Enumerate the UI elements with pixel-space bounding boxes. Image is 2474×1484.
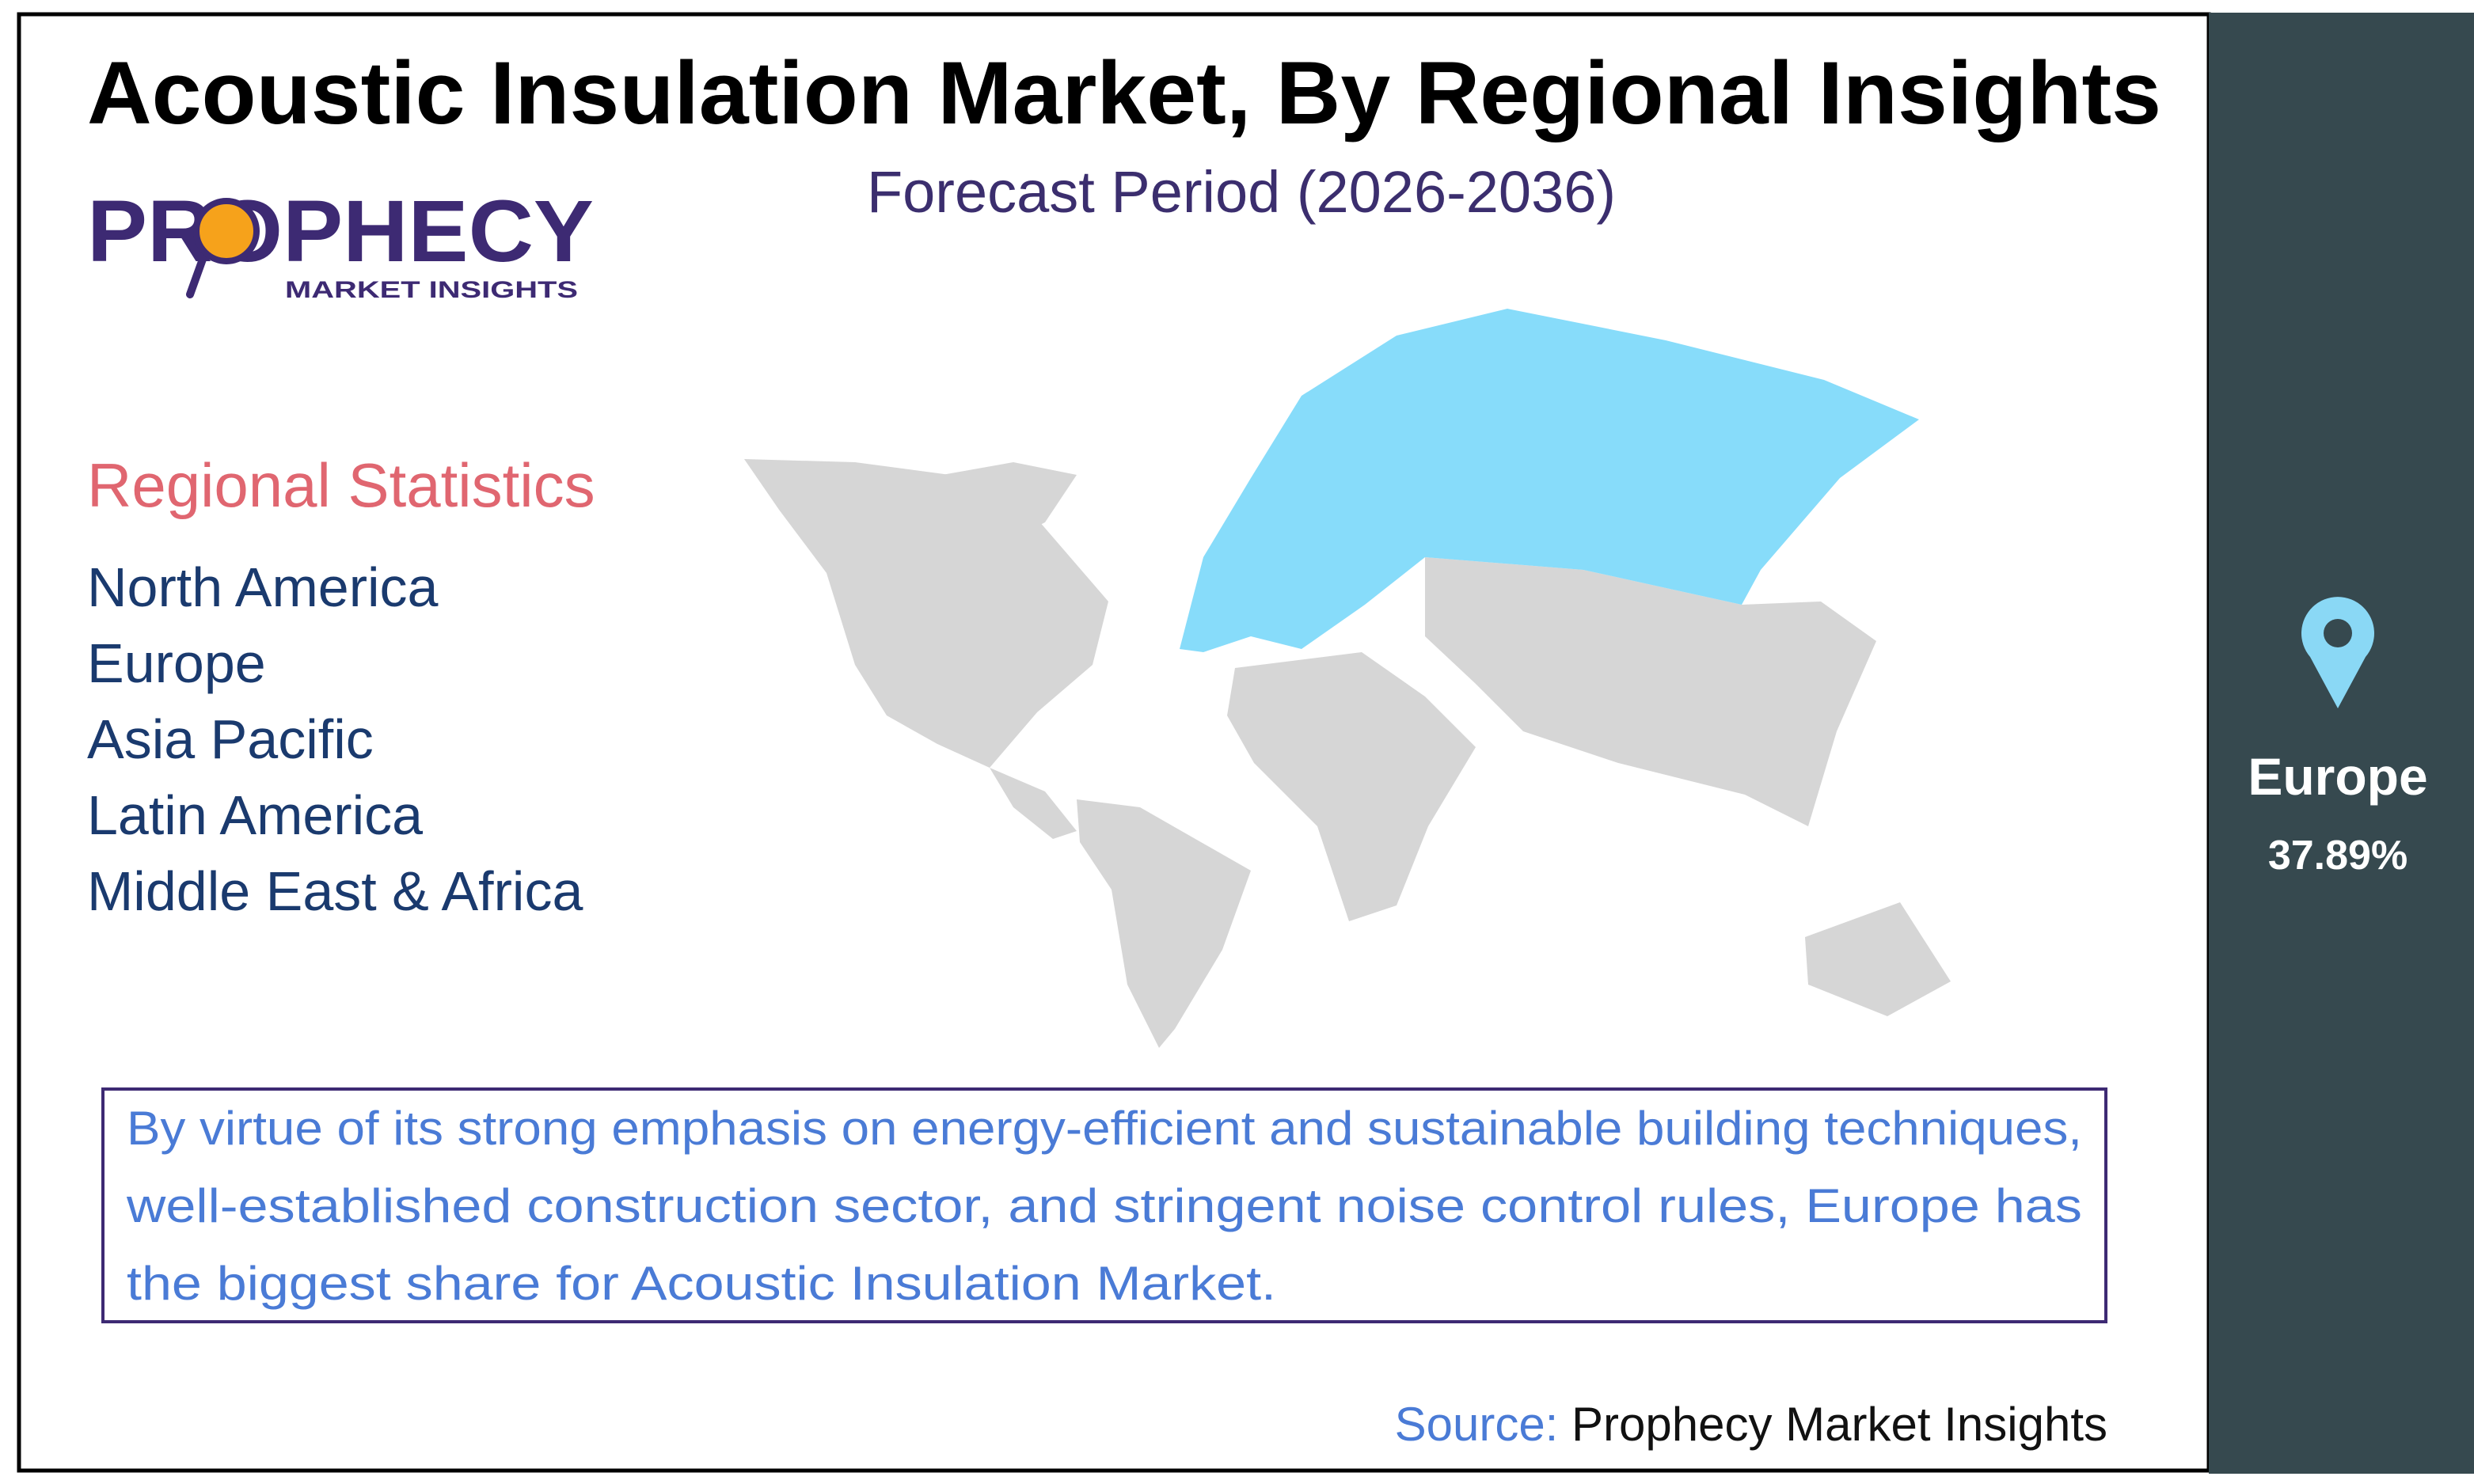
logo: PROPHECY MARKET INSIGHTS bbox=[87, 183, 594, 303]
europe-russia bbox=[1180, 309, 1919, 652]
africa bbox=[1227, 652, 1476, 921]
description-box bbox=[101, 1087, 2107, 1323]
australia bbox=[1805, 902, 1951, 1016]
subtitle: Forecast Period (2026-2036) bbox=[867, 159, 1616, 225]
region-item: Latin America bbox=[87, 784, 423, 846]
region-item: Europe bbox=[87, 632, 266, 694]
source: Source: Prophecy Market Insights bbox=[1395, 1398, 2107, 1451]
region-item: North America bbox=[87, 556, 439, 618]
logo-tagline: MARKET INSIGHTS bbox=[285, 277, 578, 303]
logo-name: PROPHECY bbox=[87, 183, 594, 280]
description: By virtue of its strong emphasis on ener… bbox=[126, 1102, 2082, 1310]
central-america bbox=[990, 768, 1077, 839]
description-line: By virtue of its strong emphasis on ener… bbox=[127, 1102, 2082, 1155]
logo-lens bbox=[193, 198, 260, 264]
source-label: Source: bbox=[1395, 1398, 1559, 1451]
highlight-region: Europe bbox=[2248, 747, 2427, 806]
source-value: Prophecy Market Insights bbox=[1571, 1398, 2107, 1451]
description-line: the biggest share for Acoustic Insulatio… bbox=[127, 1257, 1276, 1310]
pin-hole bbox=[2324, 619, 2352, 647]
side-panel bbox=[2209, 13, 2474, 1474]
stats-heading: Regional Statistics bbox=[87, 450, 595, 520]
title: Acoustic Insulation Market, By Regional … bbox=[87, 44, 2161, 142]
greenland bbox=[942, 462, 1077, 546]
world-map bbox=[744, 309, 1951, 1048]
asia bbox=[1425, 557, 1876, 826]
description-line: well-established construction sector, an… bbox=[126, 1179, 2082, 1232]
region-list: North America Europe Asia Pacific Latin Ame… bbox=[87, 556, 583, 922]
south-america bbox=[1077, 799, 1251, 1048]
highlight-share: 37.89% bbox=[2268, 833, 2407, 879]
location-pin bbox=[2301, 597, 2374, 708]
region-item: Middle East & Africa bbox=[87, 860, 583, 922]
region-item: Asia Pacific bbox=[87, 708, 374, 770]
logo-handle bbox=[186, 251, 208, 298]
